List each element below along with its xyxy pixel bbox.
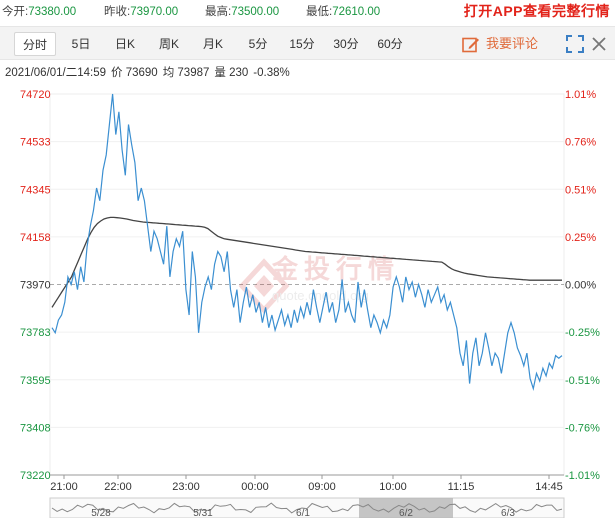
- y-right-tick: 0.00%: [565, 280, 596, 292]
- x-tick-label: 14:45: [535, 481, 563, 493]
- y-left-tick: 74158: [20, 232, 51, 244]
- y-right-tick: 0.51%: [565, 184, 596, 196]
- average-price-line: [51, 216, 562, 308]
- intraday-chart[interactable]: 金投行情 quote.cngold.org 74720 1.01% 74533 0.7…: [0, 80, 615, 518]
- watermark: 金投行情 quote.cngold.org: [238, 254, 400, 314]
- open-app-link[interactable]: 打开APP查看完整行情: [463, 3, 610, 19]
- y-left-tick: 74533: [20, 137, 51, 149]
- tab-5min[interactable]: 5分: [248, 37, 268, 51]
- comment-button-label: 我要评论: [486, 36, 539, 51]
- tab-5day[interactable]: 5日: [71, 37, 91, 51]
- info-change: -0.38%: [253, 67, 290, 79]
- low-value: 72610.00: [332, 6, 381, 18]
- x-tick-label: 00:00: [241, 481, 269, 493]
- x-tick-label: 10:00: [379, 481, 407, 493]
- info-price: 价 73690: [111, 67, 158, 79]
- navigator-date-label: 5/28: [91, 508, 111, 518]
- high-value: 73500.00: [231, 6, 280, 18]
- x-tick-label: 21:00: [50, 481, 78, 493]
- fullscreen-icon[interactable]: [566, 35, 584, 53]
- y-right-tick: -0.51%: [565, 375, 600, 387]
- navigator-line: [51, 502, 563, 514]
- tab-weekly-k[interactable]: 周K: [158, 37, 179, 51]
- prev-close-value: 73970.00: [130, 6, 179, 18]
- y-right-tick: -1.01%: [565, 470, 600, 482]
- high-quote: 最高:73500.00: [205, 6, 280, 18]
- y-left-tick: 74345: [20, 184, 51, 196]
- navigator-selection[interactable]: [359, 498, 453, 518]
- tab-15min[interactable]: 15分: [289, 37, 315, 51]
- price-line: [51, 93, 563, 391]
- y-left-tick: 73408: [20, 422, 51, 434]
- navigator-date-label: 5/31: [193, 508, 213, 518]
- y-right-tick: -0.25%: [565, 327, 600, 339]
- low-quote: 最低:72610.00: [306, 6, 381, 18]
- tab-daily-k[interactable]: 日K: [114, 37, 135, 51]
- navigator-date-label: 6/1: [296, 508, 310, 518]
- tab-monthly-k[interactable]: 月K: [202, 37, 223, 51]
- info-volume: 量 230: [214, 67, 249, 79]
- tab-30min[interactable]: 30分: [333, 37, 359, 51]
- quote-bar: 今开:73380.00 昨收:73970.00 最高:73500.00 最低:7…: [0, 0, 615, 22]
- y-right-tick: 1.01%: [565, 89, 596, 101]
- navigator-date-label: 6/2: [399, 508, 413, 518]
- y-right-tick: 0.76%: [565, 137, 596, 149]
- tab-intraday[interactable]: 分时: [14, 32, 56, 56]
- edit-icon: [462, 37, 479, 52]
- x-tick-label: 11:15: [448, 481, 475, 493]
- y-left-tick: 73220: [20, 470, 51, 482]
- x-tick-label: 09:00: [308, 481, 336, 493]
- y-left-tick: 73595: [20, 375, 51, 387]
- cursor-info-line: 2021/06/01/二14:59 价 73690 均 73987 量 230 -0.3…: [5, 64, 295, 80]
- time-navigator[interactable]: 5/28 5/31 6/1 6/2 6/3: [49, 497, 565, 518]
- y-right-tick: -0.76%: [565, 422, 600, 434]
- tab-60min[interactable]: 60分: [377, 37, 403, 51]
- comment-button[interactable]: 我要评论: [462, 34, 538, 54]
- info-datetime: 2021/06/01/二14:59: [5, 67, 107, 79]
- info-avg: 均 73987: [162, 67, 210, 79]
- open-value: 73380.00: [28, 6, 77, 18]
- y-left-tick: 74720: [20, 89, 51, 101]
- period-tab-bar: 分时 5日 日K 周K 月K 5分 15分 30分 60分 我要评论: [0, 26, 615, 60]
- open-quote: 今开:73380.00: [2, 6, 77, 18]
- x-tick-label: 22:00: [104, 481, 132, 493]
- watermark-logo-icon: [238, 258, 290, 314]
- x-tick-label: 23:00: [172, 481, 200, 493]
- navigator-date-label: 6/3: [501, 508, 515, 518]
- watermark-site: quote.cngold.org: [272, 288, 369, 303]
- y-left-tick: 73970: [20, 280, 51, 292]
- close-icon[interactable]: [590, 35, 608, 53]
- watermark-brand: 金投行情: [271, 254, 400, 284]
- prev-close-quote: 昨收:73970.00: [104, 6, 179, 18]
- y-left-tick: 73783: [20, 327, 51, 339]
- y-right-tick: 0.25%: [565, 232, 596, 244]
